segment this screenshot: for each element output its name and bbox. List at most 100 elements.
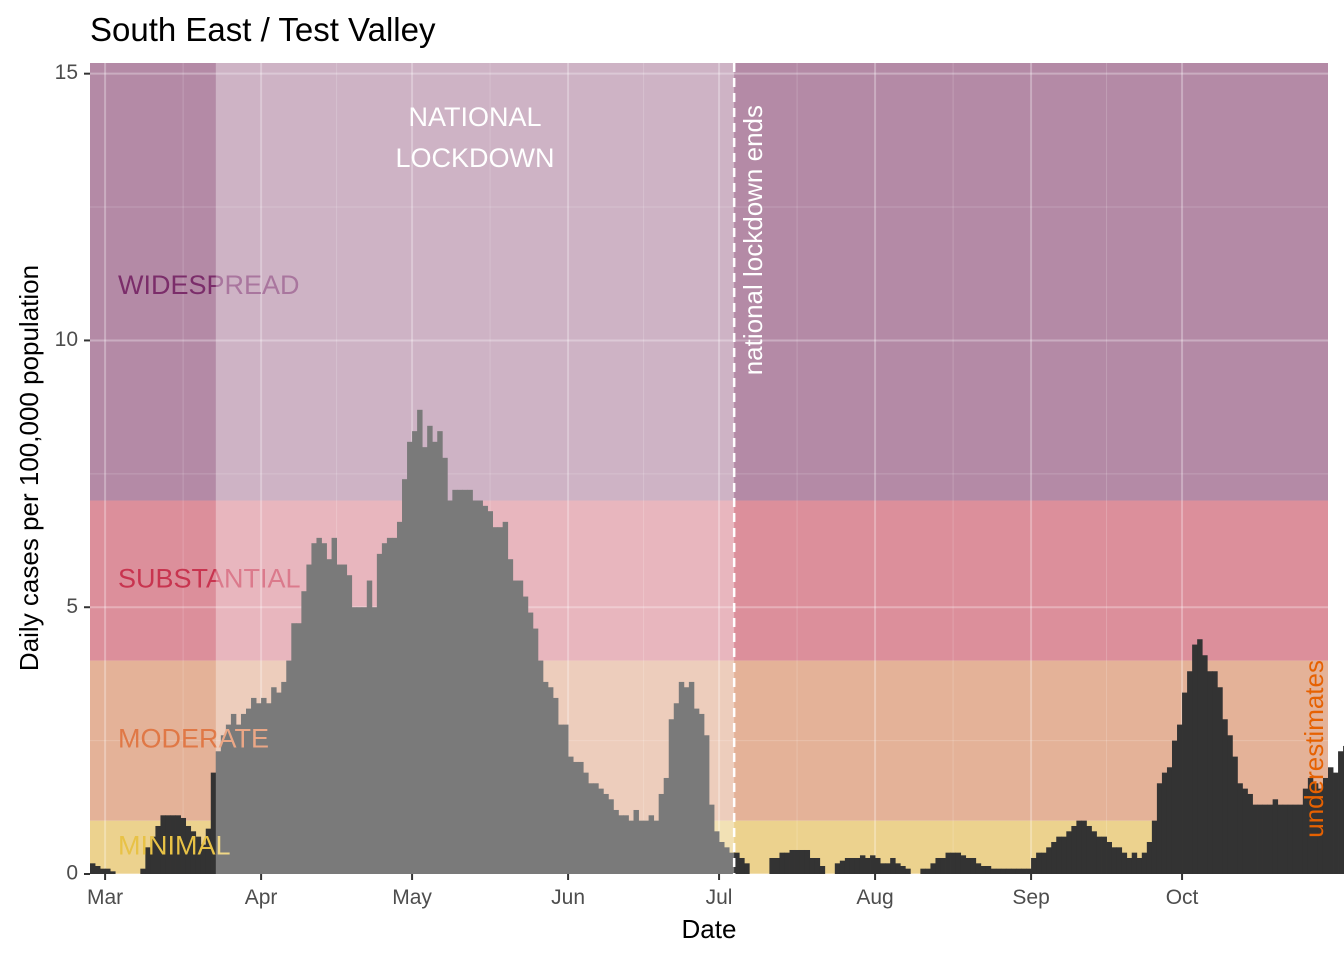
x-tick-label: May — [392, 886, 432, 909]
bar — [497, 527, 504, 874]
bar — [774, 857, 780, 874]
bar — [573, 761, 579, 874]
bar — [719, 841, 725, 874]
bar — [1171, 740, 1178, 874]
bar — [1151, 820, 1158, 874]
bar — [331, 537, 337, 874]
x-axis: Mar Apr May Jun Jul Aug Sep Oct — [87, 874, 1199, 909]
bar — [145, 847, 151, 874]
x-tick-label: Jul — [706, 886, 733, 909]
bar — [814, 857, 821, 874]
bar — [955, 852, 962, 874]
bar — [1161, 772, 1168, 874]
bar — [110, 871, 116, 874]
bar — [1182, 692, 1188, 874]
bar — [1141, 852, 1148, 874]
lockdown-label-line1: NATIONAL — [408, 102, 541, 132]
lockdown-overlay — [215, 63, 735, 874]
data-bars: MINIMAL MODERATE SUBSTANTIAL WIDESPREAD — [90, 270, 1344, 874]
bar — [422, 447, 428, 874]
bar — [1202, 655, 1208, 874]
y-axis-title: Daily cases per 100,000 population — [14, 265, 44, 671]
bar — [1272, 799, 1279, 874]
bar — [588, 783, 594, 874]
bar — [1297, 804, 1304, 874]
bar — [1187, 671, 1193, 874]
bar — [683, 687, 690, 874]
bar — [583, 772, 589, 874]
bar — [341, 564, 348, 874]
bar — [1015, 868, 1022, 874]
bar — [306, 564, 312, 874]
bar — [1010, 868, 1017, 874]
bar — [1177, 724, 1183, 874]
bar — [930, 863, 936, 874]
bar — [1222, 719, 1228, 874]
bar — [140, 868, 146, 874]
bar — [668, 719, 675, 874]
bar — [1322, 777, 1329, 874]
bar — [522, 596, 529, 874]
bar — [311, 543, 317, 874]
bar — [150, 836, 156, 874]
bar — [235, 724, 242, 874]
x-tick-label: Jun — [551, 886, 585, 909]
bar — [1131, 852, 1138, 874]
bar — [643, 820, 650, 874]
bar — [1212, 671, 1218, 874]
bar — [1031, 857, 1037, 874]
bar — [266, 703, 272, 874]
bar — [381, 543, 388, 874]
bar — [1237, 783, 1243, 874]
bar — [558, 724, 564, 874]
bar — [945, 852, 951, 874]
bar — [1252, 804, 1258, 874]
bar — [980, 865, 987, 874]
bar — [256, 703, 262, 874]
bar — [271, 687, 277, 874]
bar — [1000, 868, 1007, 874]
bar — [1111, 847, 1118, 874]
bar — [703, 735, 710, 874]
bar — [1328, 767, 1334, 874]
bar — [975, 863, 982, 874]
bar — [165, 815, 171, 874]
lockdown-overlay-group: NATIONAL LOCKDOWN national lockdown ends un… — [215, 63, 1329, 874]
bar — [1282, 804, 1289, 874]
bar — [215, 751, 222, 874]
bar — [789, 849, 795, 874]
bar — [391, 537, 398, 874]
bar — [291, 623, 297, 874]
bar — [220, 735, 227, 874]
bar — [638, 820, 644, 874]
bar — [547, 687, 554, 874]
bar — [819, 865, 826, 874]
y-axis: 0 5 10 15 — [55, 61, 90, 885]
bar — [744, 863, 750, 874]
bar — [1287, 804, 1294, 874]
bar — [563, 724, 569, 874]
bar — [779, 852, 785, 874]
bar — [552, 697, 559, 874]
bar — [542, 681, 549, 874]
bar — [432, 441, 438, 874]
bar — [1207, 671, 1213, 874]
bar — [1005, 868, 1012, 874]
bar — [1026, 868, 1032, 874]
bar — [1277, 804, 1284, 874]
bar — [457, 489, 463, 874]
bar — [965, 857, 972, 874]
bar — [1116, 847, 1123, 874]
bar — [784, 852, 790, 874]
bar — [1312, 783, 1319, 874]
bar — [442, 457, 448, 874]
bar — [502, 521, 509, 874]
bar — [1267, 804, 1274, 874]
bar — [905, 868, 911, 874]
bar — [995, 868, 1002, 874]
bar — [462, 489, 468, 874]
bar — [633, 809, 639, 874]
x-tick-label: Aug — [856, 886, 893, 909]
bar — [799, 849, 806, 874]
